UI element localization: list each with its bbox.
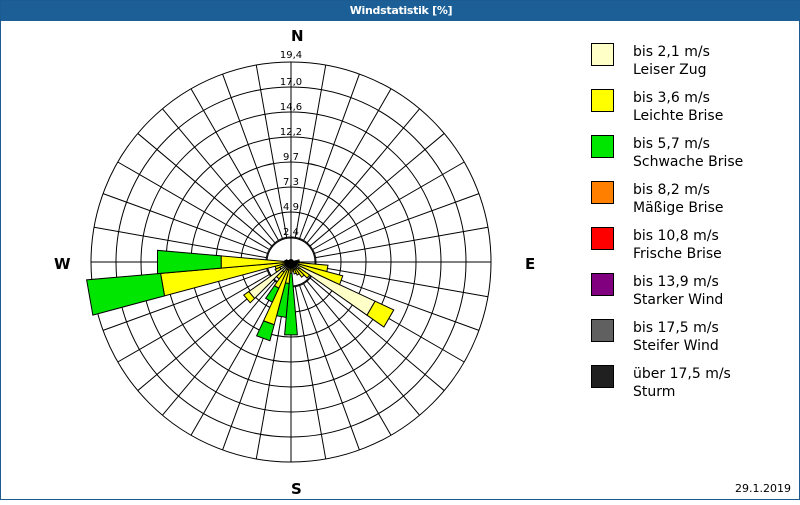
legend-item: bis 2,1 m/s Leiser Zug (591, 43, 791, 89)
radial-tick-label: 9,7 (283, 152, 299, 163)
radial-tick-label: 4,9 (283, 202, 299, 213)
east-label: E (525, 255, 536, 273)
radial-tick-label: 17,0 (280, 77, 302, 88)
wind-bar-segment (255, 320, 275, 342)
wind-bar-segment (86, 272, 166, 316)
legend-swatch (591, 181, 614, 204)
legend-item: bis 5,7 m/s Schwache Brise (591, 135, 791, 181)
wind-bar-segment (242, 290, 256, 304)
legend-label: bis 3,6 m/s Leichte Brise (633, 90, 724, 124)
legend-label: über 17,5 m/s Sturm (633, 366, 731, 400)
legend-item: bis 10,8 m/s Frische Brise (591, 227, 791, 273)
legend-label: bis 13,9 m/s Starker Wind (633, 274, 724, 308)
legend-label: bis 2,1 m/s Leiser Zug (633, 44, 710, 78)
radial-tick-label: 19,4 (280, 50, 302, 61)
legend-item: über 17,5 m/s Sturm (591, 365, 791, 411)
radial-tick-label: 7,3 (283, 177, 299, 188)
north-label: N (291, 27, 304, 45)
legend-item: bis 8,2 m/s Mäßige Brise (591, 181, 791, 227)
legend-item: bis 3,6 m/s Leichte Brise (591, 89, 791, 135)
radial-tick-label: 12,2 (280, 127, 302, 138)
wind-bar-segment (285, 259, 289, 262)
radial-tick-label: 14,6 (280, 102, 302, 113)
wind-rose: 2,4 4,9 7,3 9,7 12,2 14,6 17,0 19,4 N E S W (1, 21, 561, 501)
legend-swatch (591, 135, 614, 158)
wind-bar-segment (366, 300, 395, 328)
legend-swatch (591, 89, 614, 112)
legend-swatch (591, 273, 614, 296)
legend-swatch (591, 319, 614, 342)
wind-bar-segment (156, 249, 222, 275)
legend-item: bis 17,5 m/s Steifer Wind (591, 319, 791, 365)
radial-tick-label: 2,4 (283, 227, 299, 238)
date-stamp: 29.1.2019 (735, 482, 791, 495)
wind-rose-svg: 2,4 4,9 7,3 9,7 12,2 14,6 17,0 19,4 (86, 50, 492, 463)
chart-title: Windstatistik [%] (1, 1, 800, 21)
legend-label: bis 8,2 m/s Mäßige Brise (633, 182, 724, 216)
legend-swatch (591, 365, 614, 388)
wind-bar-segment (284, 272, 298, 336)
west-label: W (54, 255, 71, 273)
legend-item: bis 13,9 m/s Starker Wind (591, 273, 791, 319)
legend-swatch (591, 227, 614, 250)
legend-label: bis 5,7 m/s Schwache Brise (633, 136, 744, 170)
wind-bar-segment (297, 267, 311, 279)
wind-bar-segment (274, 266, 282, 273)
legend-swatch (591, 43, 614, 66)
wind-bar-segment (264, 284, 280, 303)
south-label: S (291, 480, 302, 498)
legend-label: bis 17,5 m/s Steifer Wind (633, 320, 719, 354)
legend-label: bis 10,8 m/s Frische Brise (633, 228, 722, 262)
